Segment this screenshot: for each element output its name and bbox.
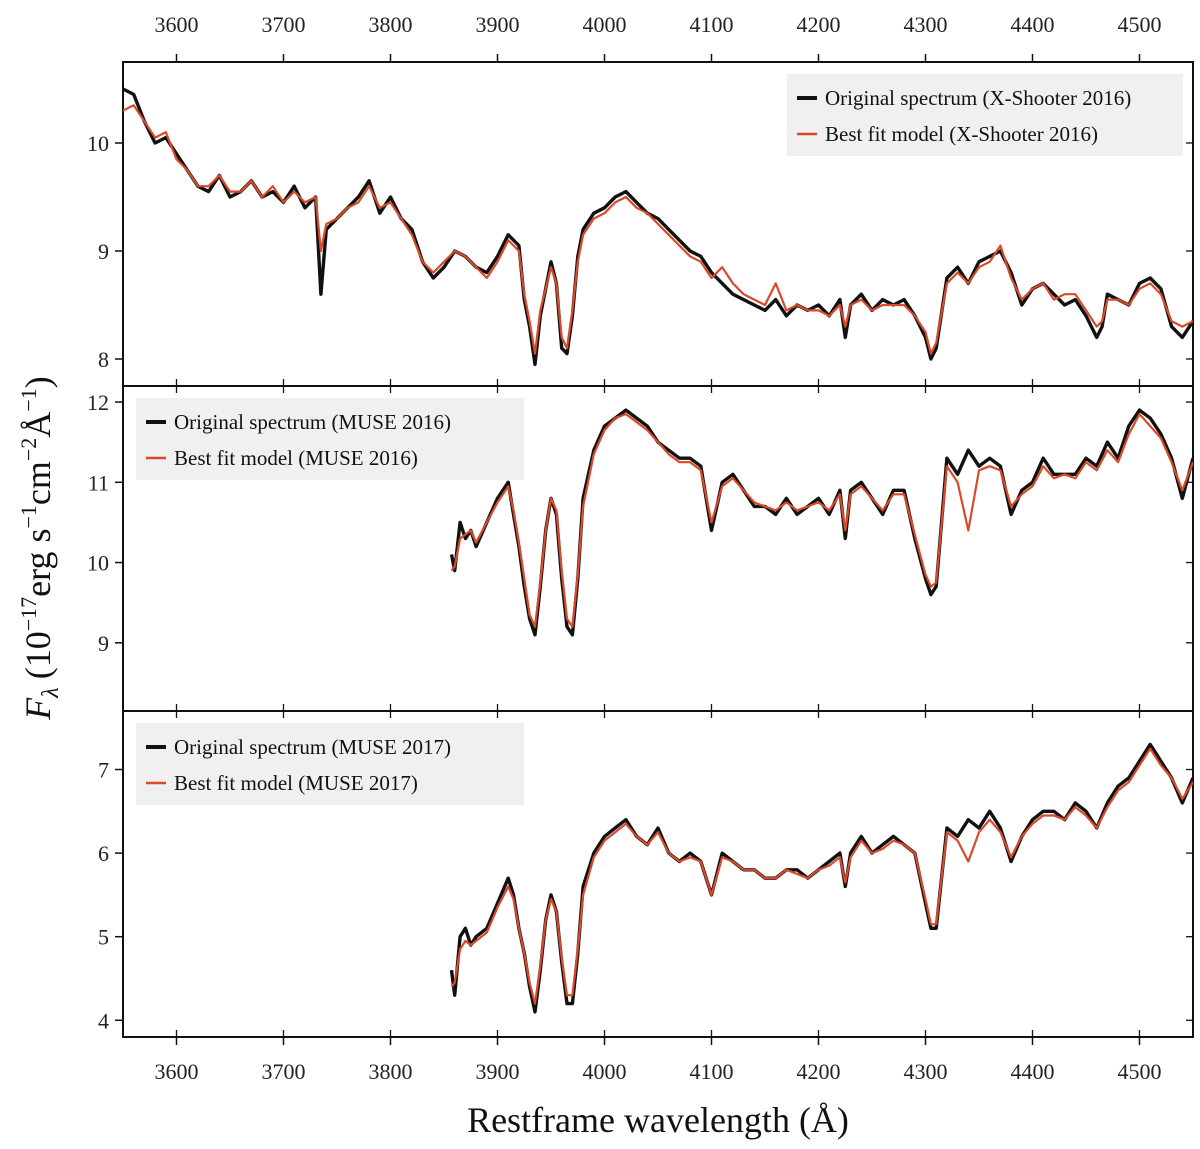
y-axis-unit-cm: cm bbox=[18, 461, 58, 505]
y-axis-symbol: F bbox=[18, 697, 58, 721]
y-tick-label: 12 bbox=[87, 390, 109, 415]
legend-entry: Best fit model (MUSE 2016) bbox=[174, 446, 418, 470]
top-x-tick-label: 4000 bbox=[583, 12, 627, 37]
spectra-panels: 8 9 10 Original spectrum (X-Shooter 2016) Be… bbox=[87, 61, 1194, 1038]
top-x-tick-label: 4300 bbox=[904, 12, 948, 37]
model-spectrum-line bbox=[450, 413, 1193, 628]
y-axis-exp-4: −1 bbox=[16, 388, 41, 411]
y-tick-label: 9 bbox=[98, 239, 109, 264]
x-axis-title-text: Restframe wavelength bbox=[467, 1100, 790, 1140]
y-axis-exp-3: −2 bbox=[16, 438, 41, 461]
y-axis-symbol-sub: λ bbox=[38, 687, 64, 698]
top-x-tick-label: 4500 bbox=[1118, 12, 1162, 37]
model-spectrum-line bbox=[450, 747, 1193, 1005]
bottom-x-axis: 3600 3700 3800 3900 4000 4100 4200 4300 4400 4500 bbox=[155, 1037, 1162, 1084]
x-axis-title: Restframe wavelength (Å) bbox=[467, 1100, 849, 1140]
top-x-tick-label: 4100 bbox=[690, 12, 734, 37]
bottom-x-tick-label: 3600 bbox=[155, 1059, 199, 1084]
panel-xshooter-2016: 8 9 10 Original spectrum (X-Shooter 2016) Be… bbox=[87, 61, 1194, 387]
legend-box bbox=[136, 398, 524, 480]
bottom-x-tick-label: 4400 bbox=[1011, 1059, 1055, 1084]
legend-box bbox=[787, 74, 1183, 156]
legend-entry: Original spectrum (MUSE 2017) bbox=[174, 735, 451, 759]
y-tick-label: 10 bbox=[87, 551, 109, 576]
panel-frame bbox=[122, 710, 1194, 1038]
y-tick-label: 5 bbox=[98, 925, 109, 950]
top-x-tick-label: 4200 bbox=[797, 12, 841, 37]
observed-spectrum-line bbox=[449, 408, 1193, 637]
x-axis-unit: (Å) bbox=[799, 1100, 849, 1140]
panel-muse-2017: 4 5 6 7 Original spectrum (MUSE 2017) Best fi… bbox=[98, 710, 1194, 1038]
bottom-x-tick-label: 4100 bbox=[690, 1059, 734, 1084]
y-axis-unit-close: ) bbox=[18, 376, 58, 388]
legend: Original spectrum (X-Shooter 2016) Best f… bbox=[787, 74, 1183, 156]
bottom-x-tick-label: 3900 bbox=[476, 1059, 520, 1084]
legend-box bbox=[136, 723, 524, 805]
top-x-tick-label: 4400 bbox=[1011, 12, 1055, 37]
y-axis-unit-angstrom: Å bbox=[18, 412, 58, 438]
y-tick-label: 11 bbox=[88, 470, 109, 495]
y-tick-label: 6 bbox=[98, 841, 109, 866]
y-axis-unit-erg: erg s bbox=[18, 529, 58, 597]
bottom-x-tick-label: 4200 bbox=[797, 1059, 841, 1084]
bottom-x-tick-label: 4300 bbox=[904, 1059, 948, 1084]
model-spectrum-line bbox=[123, 104, 1193, 355]
y-tick-label: 9 bbox=[98, 631, 109, 656]
panel-muse-2016: 9 10 11 12 Original spectrum (MUSE 2016) Best… bbox=[87, 385, 1194, 712]
y-tick-label: 4 bbox=[98, 1008, 109, 1033]
top-x-tick-label: 3800 bbox=[369, 12, 413, 37]
y-axis-exp-2: −1 bbox=[16, 505, 41, 528]
bottom-x-tick-label: 4500 bbox=[1118, 1059, 1162, 1084]
legend-entry: Original spectrum (X-Shooter 2016) bbox=[825, 86, 1131, 110]
y-axis-exp-1: −17 bbox=[16, 597, 41, 631]
top-x-tick-label: 3700 bbox=[262, 12, 306, 37]
y-axis-unit-open: (10 bbox=[18, 631, 58, 679]
bottom-x-tick-label: 4000 bbox=[583, 1059, 627, 1084]
y-tick-label: 8 bbox=[98, 347, 109, 372]
top-x-tick-label: 3900 bbox=[476, 12, 520, 37]
legend-entry: Best fit model (X-Shooter 2016) bbox=[825, 122, 1098, 146]
legend-entry: Best fit model (MUSE 2017) bbox=[174, 771, 418, 795]
legend: Original spectrum (MUSE 2017) Best fit mo… bbox=[136, 723, 524, 805]
bottom-x-tick-label: 3800 bbox=[369, 1059, 413, 1084]
bottom-x-tick-label: 3700 bbox=[262, 1059, 306, 1084]
y-axis-title: Fλ(10−17erg s−1cm−2Å−1) bbox=[16, 376, 64, 720]
y-tick-label: 10 bbox=[87, 131, 109, 156]
legend: Original spectrum (MUSE 2016) Best fit mo… bbox=[136, 398, 524, 480]
legend-entry: Original spectrum (MUSE 2016) bbox=[174, 410, 451, 434]
top-x-axis: 3600 3700 3800 3900 4000 4100 4200 4300 4400 4500 bbox=[155, 12, 1162, 62]
top-x-tick-label: 3600 bbox=[155, 12, 199, 37]
y-tick-label: 7 bbox=[98, 758, 109, 783]
